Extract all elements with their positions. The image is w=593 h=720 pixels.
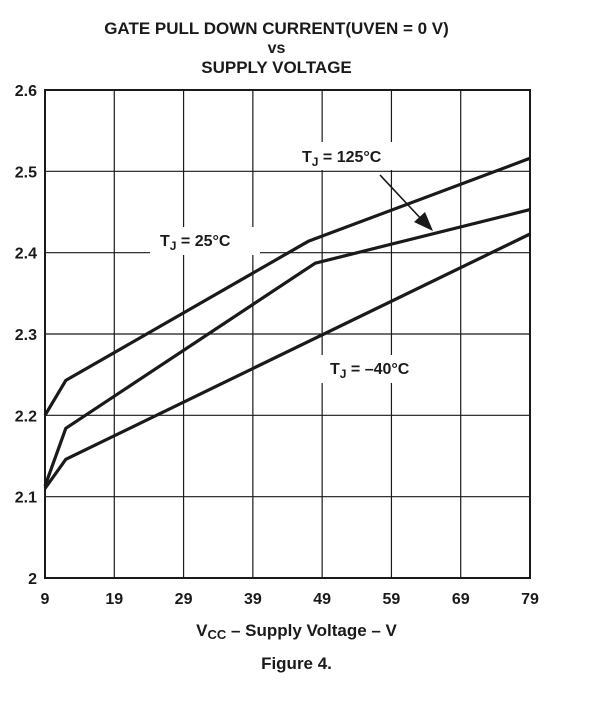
chart-title-line-1: GATE PULL DOWN CURRENT(UVEN = 0 V) <box>104 19 449 38</box>
chart-title-line-2: vs <box>267 40 286 57</box>
chart-title-line-3: SUPPLY VOLTAGE <box>201 58 352 77</box>
x-tick-label-5: 59 <box>383 591 401 608</box>
series-label-1: TJ = 25°C <box>160 233 231 253</box>
plot-frame <box>44 89 531 579</box>
y-tick-label-5: 2.5 <box>15 164 37 181</box>
y-tick-label-3: 2.3 <box>15 327 37 344</box>
annotation-arrow-shaft <box>379 174 425 223</box>
x-tick-label-7: 79 <box>521 591 539 608</box>
x-axis-label-sub: CC <box>207 627 227 642</box>
y-tick-label-1: 2.1 <box>15 490 37 507</box>
x-tick-label-1: 19 <box>105 591 123 608</box>
annotation-arrow-head <box>414 212 433 231</box>
series-label-bg-0 <box>292 142 442 170</box>
x-axis-label: VCC – Supply Voltage – V <box>0 621 593 642</box>
series-line-0 <box>43 208 531 487</box>
x-tick-label-3: 39 <box>244 591 262 608</box>
x-axis-label-pre: V <box>196 621 208 640</box>
y-tick-label-2: 2.2 <box>15 408 37 425</box>
series-label-0: TJ = 125°C <box>302 149 382 169</box>
y-tick-label-4: 2.4 <box>15 246 37 263</box>
x-tick-label-4: 49 <box>313 591 331 608</box>
figure-caption: Figure 4. <box>261 654 332 673</box>
series-label-bg-1 <box>150 227 260 255</box>
x-tick-label-0: 9 <box>41 591 50 608</box>
series-label-2: TJ = –40°C <box>330 361 410 381</box>
series-line-2 <box>43 232 531 490</box>
y-tick-label-0: 2 <box>28 571 37 588</box>
x-tick-label-6: 69 <box>452 591 470 608</box>
x-tick-label-2: 29 <box>175 591 193 608</box>
series-label-bg-2 <box>320 355 440 383</box>
series-line-1 <box>43 156 531 417</box>
y-tick-label-6: 2.6 <box>15 83 37 100</box>
x-axis-label-post: – Supply Voltage – V <box>226 621 397 640</box>
